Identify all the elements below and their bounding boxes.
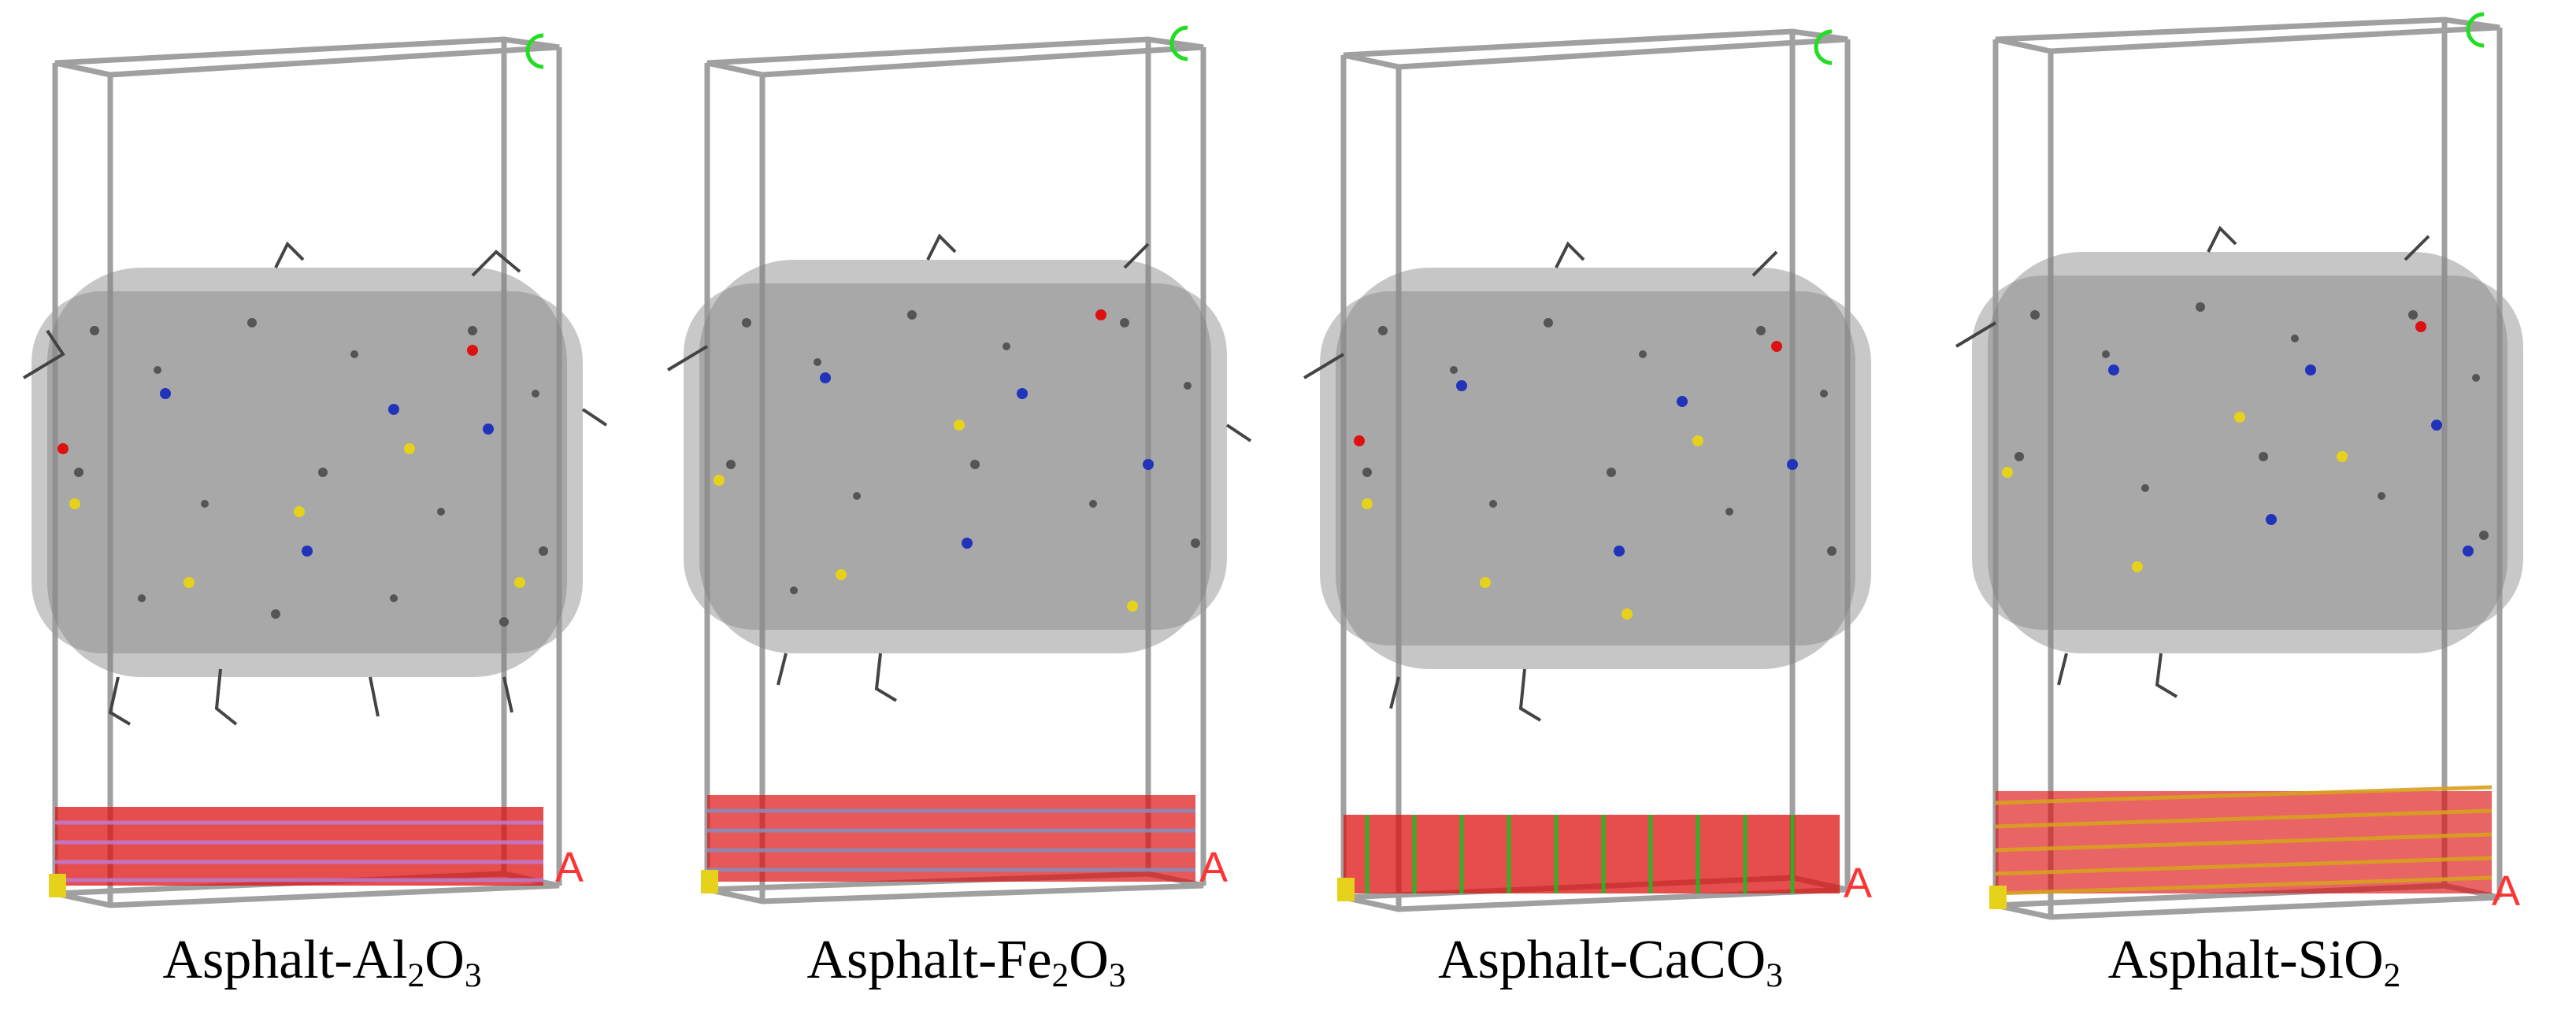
panel-asphalt-caco3: A Asphalt-CaCO3: [1288, 0, 1933, 1021]
origin-marker: [1337, 878, 1355, 901]
c-axis-icon: [1814, 29, 1833, 65]
asphalt-layer: [22, 241, 608, 726]
c-axis-icon: [2466, 12, 2485, 48]
origin-marker: [701, 870, 718, 893]
c-axis-icon: [1169, 25, 1188, 61]
simulation-box-drawing: A: [22, 33, 608, 908]
panel-caption: Asphalt-Al2O3: [162, 930, 482, 994]
a-axis-label: A: [1199, 844, 1228, 891]
origin-marker: [1989, 886, 2007, 909]
substrate-layer: [1344, 815, 1840, 893]
substrate-layer: [707, 795, 1195, 882]
simulation-box-drawing: A: [1955, 12, 2523, 920]
asphalt-layer: [1303, 241, 1871, 722]
origin-marker: [49, 874, 66, 897]
panel-caption: Asphalt-Fe2O3: [806, 930, 1126, 994]
a-axis-label: A: [2492, 867, 2520, 915]
panel-asphalt-sio2: A Asphalt-SiO2: [1933, 0, 2576, 1021]
panel-caption: Asphalt-CaCO3: [1438, 930, 1783, 994]
substrate-layer: [55, 807, 543, 886]
simulation-box-drawing: A: [666, 25, 1252, 904]
panel-asphalt-al2o3: A Asphalt-Al2O3: [0, 0, 644, 1021]
panel-asphalt-fe2o3: A Asphalt-Fe2O3: [644, 0, 1288, 1021]
c-axis-icon: [525, 33, 544, 69]
asphalt-layer: [666, 233, 1252, 702]
a-axis-label: A: [1844, 860, 1872, 907]
simulation-box-drawing: A: [1303, 28, 1872, 912]
asphalt-layer: [1955, 225, 2523, 698]
panel-caption: Asphalt-SiO2: [2107, 930, 2401, 994]
substrate-layer: [1995, 785, 2493, 896]
a-axis-label: A: [555, 844, 584, 891]
